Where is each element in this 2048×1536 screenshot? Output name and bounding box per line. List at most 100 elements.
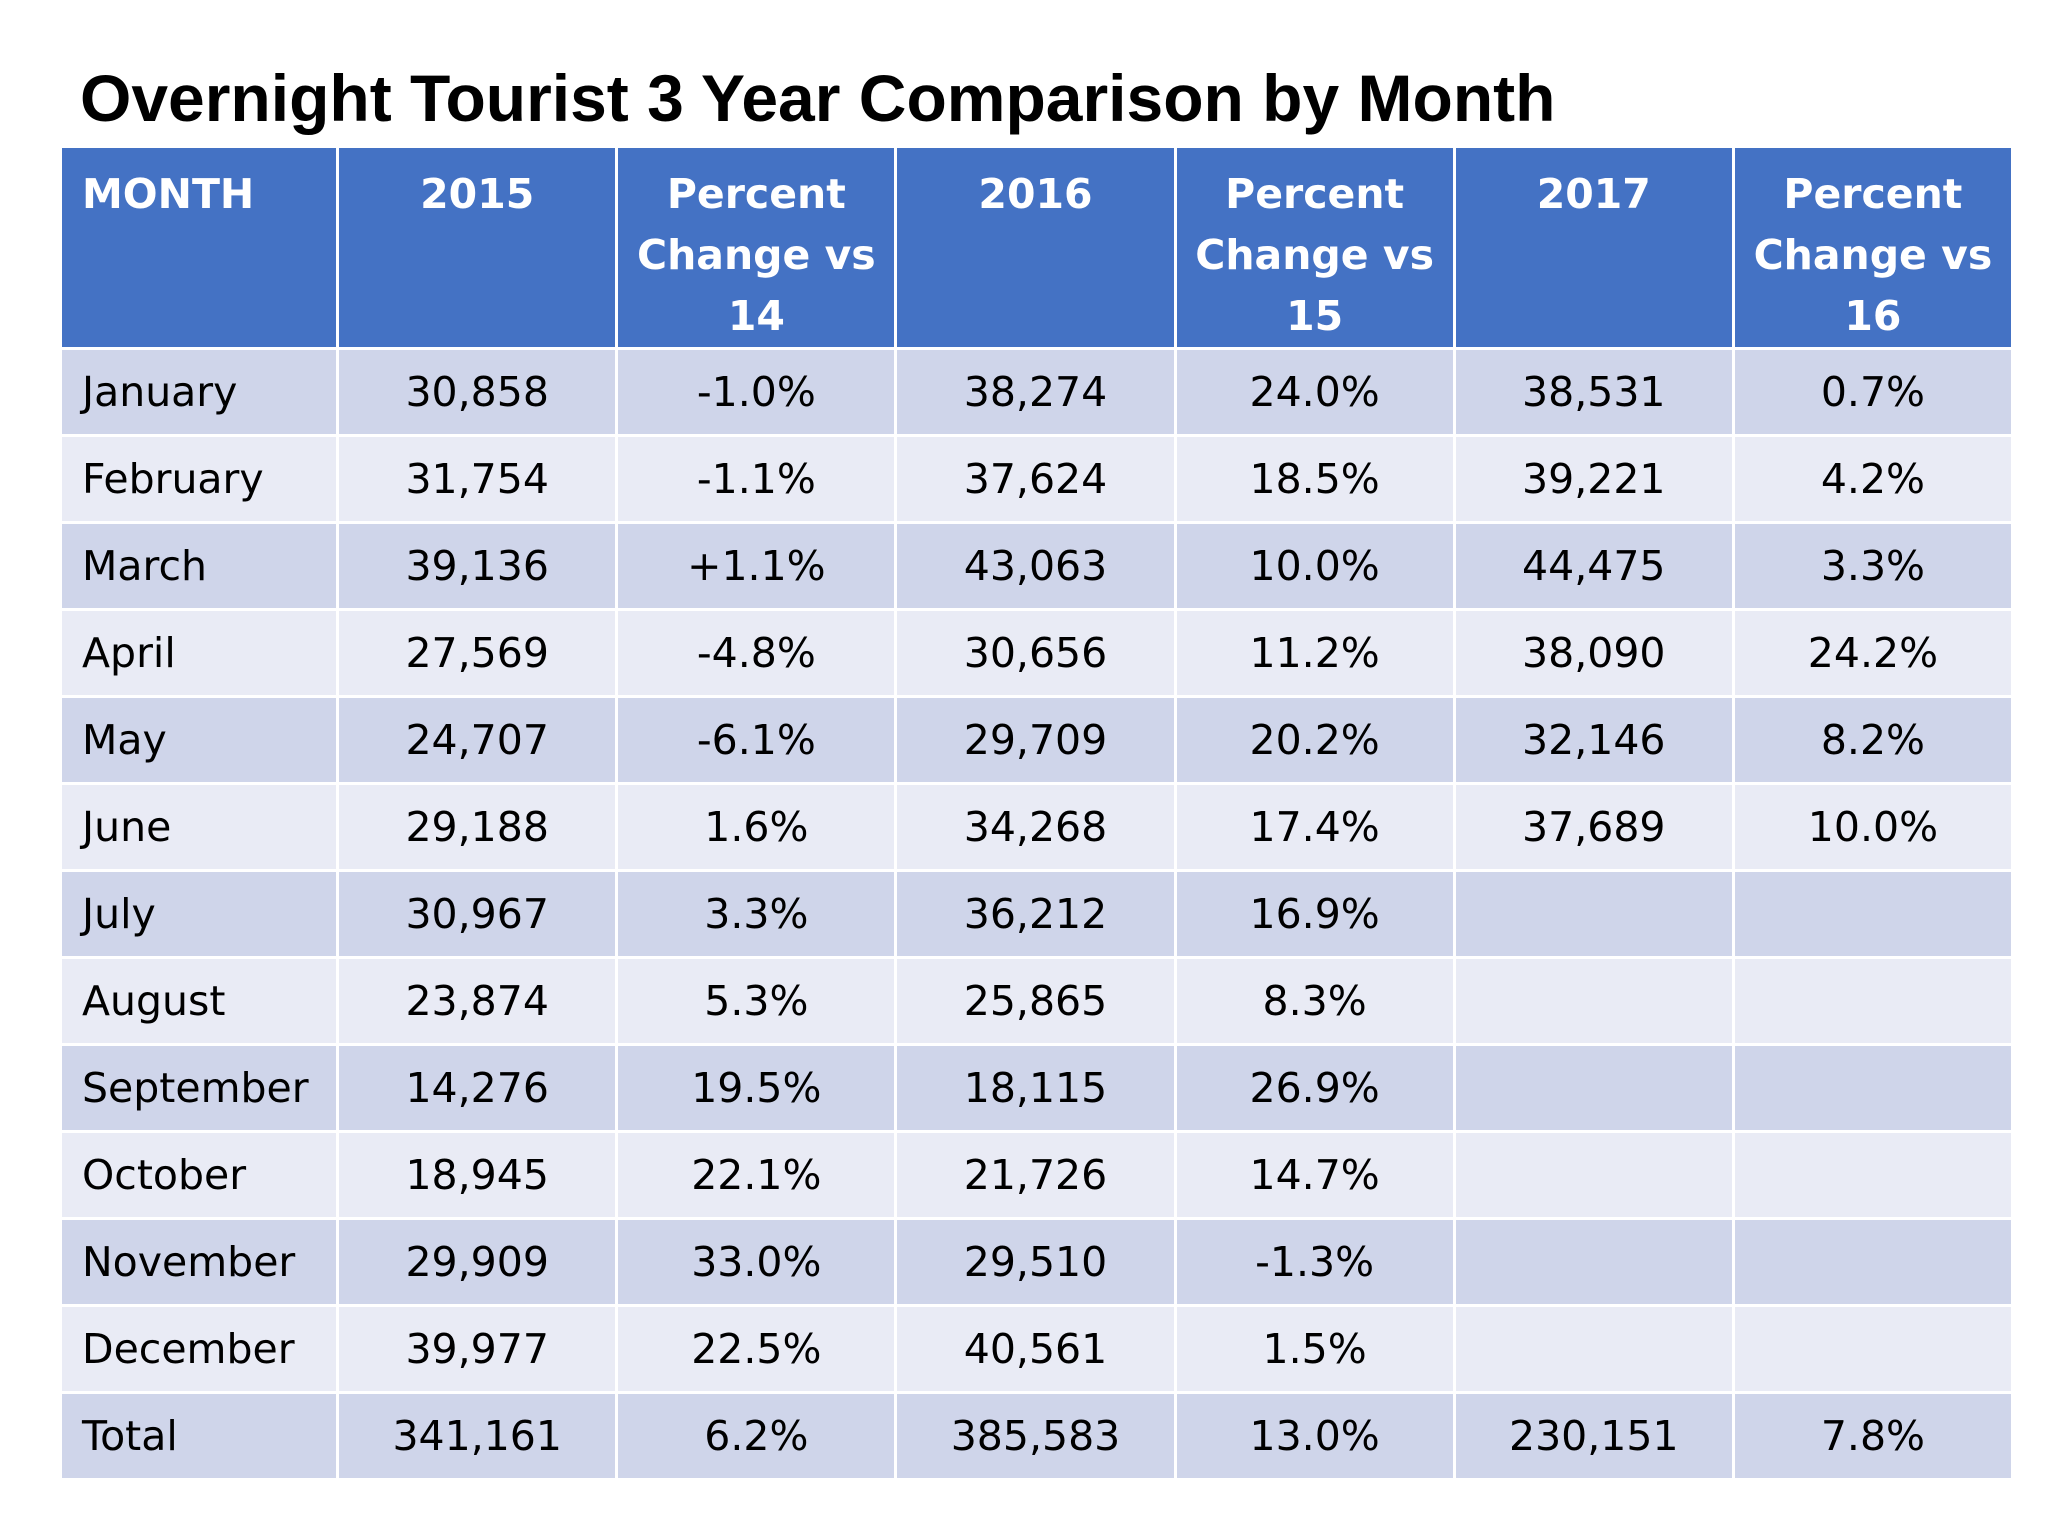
value-2017-cell: 37,689	[1455, 785, 1732, 869]
value-2017-cell	[1455, 1220, 1732, 1304]
table-row: December 39,977 22.5% 40,561 1.5%	[62, 1307, 2011, 1391]
value-2016-cell: 18,115	[897, 1046, 1174, 1130]
pct-change-vs-14-cell: 22.1%	[618, 1133, 895, 1217]
pct-change-vs-15-cell: 11.2%	[1176, 611, 1453, 695]
value-2015-cell: 23,874	[339, 959, 616, 1043]
value-2015-cell: 39,977	[339, 1307, 616, 1391]
pct-change-vs-15-cell: 16.9%	[1176, 872, 1453, 956]
pct-change-vs-14-cell: -6.1%	[618, 698, 895, 782]
value-2016-cell: 385,583	[897, 1394, 1174, 1478]
pct-change-vs-15-cell: 20.2%	[1176, 698, 1453, 782]
value-2016-cell: 30,656	[897, 611, 1174, 695]
pct-change-vs-15-cell: 17.4%	[1176, 785, 1453, 869]
value-2017-cell	[1455, 959, 1732, 1043]
pct-change-vs-16-cell: 7.8%	[1734, 1394, 2011, 1478]
page-title: Overnight Tourist 3 Year Comparison by M…	[80, 61, 1556, 135]
value-2016-cell: 40,561	[897, 1307, 1174, 1391]
table-row: January 30,858 -1.0% 38,274 24.0% 38,531 0.7%	[62, 350, 2011, 434]
value-2016-cell: 34,268	[897, 785, 1174, 869]
pct-change-vs-16-cell: 24.2%	[1734, 611, 2011, 695]
pct-change-vs-15-cell: 14.7%	[1176, 1133, 1453, 1217]
value-2015-cell: 29,909	[339, 1220, 616, 1304]
table-row: May 24,707 -6.1% 29,709 20.2% 32,146 8.2%	[62, 698, 2011, 782]
month-cell: January	[62, 350, 337, 434]
month-cell: March	[62, 524, 337, 608]
table-row: April 27,569 -4.8% 30,656 11.2% 38,090 24.2%	[62, 611, 2011, 695]
value-2017-cell: 32,146	[1455, 698, 1732, 782]
value-2017-cell	[1455, 1046, 1732, 1130]
pct-change-vs-16-cell: 10.0%	[1734, 785, 2011, 869]
pct-change-vs-14-cell: 5.3%	[618, 959, 895, 1043]
value-2017-cell: 38,531	[1455, 350, 1732, 434]
pct-change-vs-16-cell	[1734, 872, 2011, 956]
tourist-comparison-table: MONTH 2015 Percent Change vs 14 2016 Percent…	[59, 145, 2014, 1481]
pct-change-vs-16-cell: 3.3%	[1734, 524, 2011, 608]
col-2015-header: 2015	[339, 148, 616, 347]
table-row: February 31,754 -1.1% 37,624 18.5% 39,221 4.2%	[62, 437, 2011, 521]
pct-change-vs-15-cell: 18.5%	[1176, 437, 1453, 521]
pct-change-vs-14-cell: +1.1%	[618, 524, 895, 608]
month-cell: August	[62, 959, 337, 1043]
pct-change-vs-16-cell: 8.2%	[1734, 698, 2011, 782]
value-2016-cell: 37,624	[897, 437, 1174, 521]
pct-change-vs-16-cell	[1734, 1046, 2011, 1130]
pct-change-vs-14-cell: 1.6%	[618, 785, 895, 869]
value-2017-cell: 38,090	[1455, 611, 1732, 695]
table-row: September 14,276 19.5% 18,115 26.9%	[62, 1046, 2011, 1130]
pct-change-vs-14-cell: 6.2%	[618, 1394, 895, 1478]
table-header: MONTH 2015 Percent Change vs 14 2016 Percent…	[62, 148, 2011, 347]
value-2016-cell: 38,274	[897, 350, 1174, 434]
pct-change-vs-14-cell: -1.1%	[618, 437, 895, 521]
pct-change-vs-15-cell: 24.0%	[1176, 350, 1453, 434]
value-2015-cell: 18,945	[339, 1133, 616, 1217]
col-2017-header: 2017	[1455, 148, 1732, 347]
pct-change-vs-14-header: Percent Change vs 14	[618, 148, 895, 347]
pct-change-vs-16-cell	[1734, 1220, 2011, 1304]
table-row: March 39,136 +1.1% 43,063 10.0% 44,475 3.3%	[62, 524, 2011, 608]
table-row: June 29,188 1.6% 34,268 17.4% 37,689 10.0%	[62, 785, 2011, 869]
month-cell: September	[62, 1046, 337, 1130]
table-row: August 23,874 5.3% 25,865 8.3%	[62, 959, 2011, 1043]
month-cell: Total	[62, 1394, 337, 1478]
value-2016-cell: 36,212	[897, 872, 1174, 956]
value-2015-cell: 31,754	[339, 437, 616, 521]
header-row: MONTH 2015 Percent Change vs 14 2016 Percent…	[62, 148, 2011, 347]
table-row: July 30,967 3.3% 36,212 16.9%	[62, 872, 2011, 956]
pct-change-vs-15-cell: -1.3%	[1176, 1220, 1453, 1304]
pct-change-vs-16-cell	[1734, 959, 2011, 1043]
pct-change-vs-14-cell: 33.0%	[618, 1220, 895, 1304]
col-2016-header: 2016	[897, 148, 1174, 347]
pct-change-vs-14-cell: 3.3%	[618, 872, 895, 956]
pct-change-vs-15-cell: 10.0%	[1176, 524, 1453, 608]
pct-change-vs-15-cell: 13.0%	[1176, 1394, 1453, 1478]
month-cell: October	[62, 1133, 337, 1217]
value-2016-cell: 25,865	[897, 959, 1174, 1043]
month-cell: April	[62, 611, 337, 695]
pct-change-vs-15-cell: 1.5%	[1176, 1307, 1453, 1391]
value-2015-cell: 24,707	[339, 698, 616, 782]
value-2017-cell: 44,475	[1455, 524, 1732, 608]
value-2016-cell: 29,709	[897, 698, 1174, 782]
month-cell: February	[62, 437, 337, 521]
value-2017-cell	[1455, 1307, 1732, 1391]
pct-change-vs-16-cell	[1734, 1307, 2011, 1391]
value-2016-cell: 29,510	[897, 1220, 1174, 1304]
pct-change-vs-14-cell: -1.0%	[618, 350, 895, 434]
value-2017-cell	[1455, 1133, 1732, 1217]
value-2015-cell: 14,276	[339, 1046, 616, 1130]
pct-change-vs-16-cell: 4.2%	[1734, 437, 2011, 521]
pct-change-vs-14-cell: 19.5%	[618, 1046, 895, 1130]
total-row: Total 341,161 6.2% 385,583 13.0% 230,151 7.8%	[62, 1394, 2011, 1478]
month-cell: June	[62, 785, 337, 869]
pct-change-vs-15-cell: 26.9%	[1176, 1046, 1453, 1130]
pct-change-vs-16-cell	[1734, 1133, 2011, 1217]
value-2016-cell: 43,063	[897, 524, 1174, 608]
value-2017-cell: 230,151	[1455, 1394, 1732, 1478]
table-row: October 18,945 22.1% 21,726 14.7%	[62, 1133, 2011, 1217]
month-cell: May	[62, 698, 337, 782]
pct-change-vs-16-cell: 0.7%	[1734, 350, 2011, 434]
pct-change-vs-15-header: Percent Change vs 15	[1176, 148, 1453, 347]
table-body: January 30,858 -1.0% 38,274 24.0% 38,531 0.7% F…	[62, 350, 2011, 1478]
value-2017-cell: 39,221	[1455, 437, 1732, 521]
value-2016-cell: 21,726	[897, 1133, 1174, 1217]
